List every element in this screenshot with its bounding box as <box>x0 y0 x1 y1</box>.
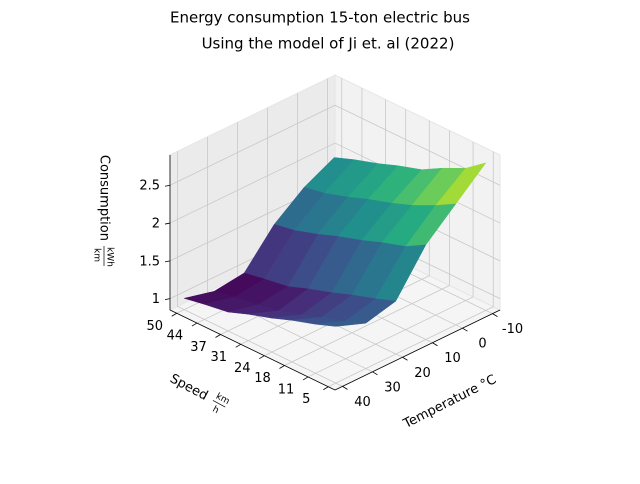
chart-subtitle: Using the model of Ji et. al (2022) <box>202 35 455 53</box>
tick-mark <box>432 342 438 347</box>
tick-mark <box>171 312 177 317</box>
y-tick-label: 5 <box>302 392 310 407</box>
tick-mark <box>402 356 408 361</box>
y-tick-label: 18 <box>254 371 271 386</box>
z-tick-label: 2.5 <box>139 179 160 194</box>
y-tick-label: 31 <box>210 350 227 365</box>
y-tick-label: 11 <box>278 382 295 397</box>
grid-line <box>169 104 336 186</box>
tick-mark <box>492 313 498 317</box>
tick-mark <box>372 371 378 376</box>
y-tick-label: 50 <box>146 319 163 334</box>
x-tick-label: 20 <box>414 366 431 381</box>
z-axis-unit-num: kWh <box>105 247 115 267</box>
z-axis-label: Consumption <box>97 155 112 241</box>
tick-mark <box>259 355 265 360</box>
grid-line <box>328 306 494 388</box>
z-axis-unit-den: km <box>92 248 102 262</box>
chart-title: Energy consumption 15-ton electric bus <box>170 9 470 27</box>
y-axis-label-group: Speed kmh <box>167 371 231 417</box>
z-tick-label: 1 <box>152 292 160 307</box>
grid-line <box>177 306 343 387</box>
x-tick-label: 40 <box>354 395 371 410</box>
x-tick-label: 10 <box>444 351 461 366</box>
tick-mark <box>164 222 171 225</box>
axis-line <box>334 309 501 391</box>
tick-mark <box>164 298 171 301</box>
tick-mark <box>235 343 241 348</box>
surface-patch <box>315 320 366 327</box>
grid-line <box>284 285 450 366</box>
z-tick-label: 2 <box>152 217 160 232</box>
tick-mark <box>342 386 348 390</box>
tick-mark <box>164 184 171 187</box>
tick-mark <box>279 365 285 369</box>
y-tick-label: 24 <box>234 361 251 376</box>
tick-mark <box>164 260 171 263</box>
tick-mark <box>323 386 329 391</box>
z-tick-label: 1.5 <box>139 254 160 269</box>
grid-line <box>307 296 474 378</box>
tick-mark <box>302 376 309 381</box>
x-tick-label: 0 <box>478 337 486 352</box>
fraction-bar <box>212 400 226 408</box>
tick-mark <box>191 322 198 327</box>
y-axis-unit-den: h <box>211 405 221 417</box>
y-tick-label: 44 <box>167 329 184 344</box>
tick-mark <box>462 327 468 332</box>
surface <box>183 157 487 327</box>
tick-mark <box>215 334 221 338</box>
axis-line <box>169 309 336 391</box>
x-tick-label: -10 <box>502 322 523 337</box>
grid-line <box>169 142 336 224</box>
y-axis-label: Speed <box>167 371 210 403</box>
x-tick-label: 30 <box>384 380 401 395</box>
y-tick-label: 37 <box>190 340 207 355</box>
x-axis-label: Temperature °C <box>400 372 499 432</box>
